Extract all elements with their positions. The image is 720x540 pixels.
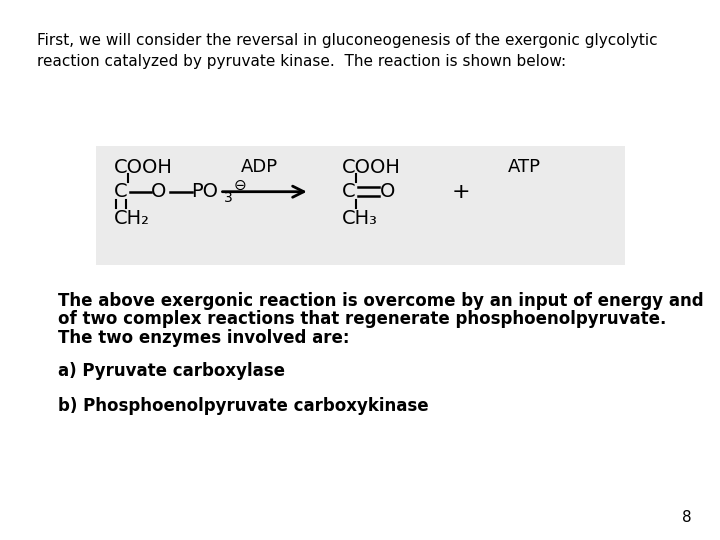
Text: COOH: COOH (342, 158, 401, 177)
Text: a) Pyruvate carboxylase: a) Pyruvate carboxylase (58, 362, 284, 380)
Bar (96, 146, 625, 265)
Text: +: + (451, 181, 470, 202)
Text: 8: 8 (682, 510, 691, 525)
Text: ATP: ATP (508, 158, 541, 177)
Text: of two complex reactions that regenerate phosphoenolpyruvate.: of two complex reactions that regenerate… (58, 310, 666, 328)
Text: C: C (114, 182, 127, 201)
Text: First, we will consider the reversal in gluconeogenesis of the exergonic glycoly: First, we will consider the reversal in … (37, 33, 658, 49)
Text: ADP: ADP (240, 158, 278, 177)
Text: CH₂: CH₂ (114, 209, 150, 228)
Text: CH₃: CH₃ (342, 209, 378, 228)
Text: ⊖: ⊖ (233, 178, 246, 193)
Text: PO: PO (192, 182, 219, 201)
Text: C: C (342, 182, 356, 201)
Text: 3: 3 (224, 191, 233, 205)
Text: O: O (151, 182, 166, 201)
Text: reaction catalyzed by pyruvate kinase.  The reaction is shown below:: reaction catalyzed by pyruvate kinase. T… (37, 54, 567, 69)
Text: The two enzymes involved are:: The two enzymes involved are: (58, 329, 349, 347)
Text: O: O (379, 182, 395, 201)
Text: b) Phosphoenolpyruvate carboxykinase: b) Phosphoenolpyruvate carboxykinase (58, 397, 428, 415)
Text: The above exergonic reaction is overcome by an input of energy and: The above exergonic reaction is overcome… (58, 292, 703, 309)
Text: COOH: COOH (114, 158, 173, 177)
